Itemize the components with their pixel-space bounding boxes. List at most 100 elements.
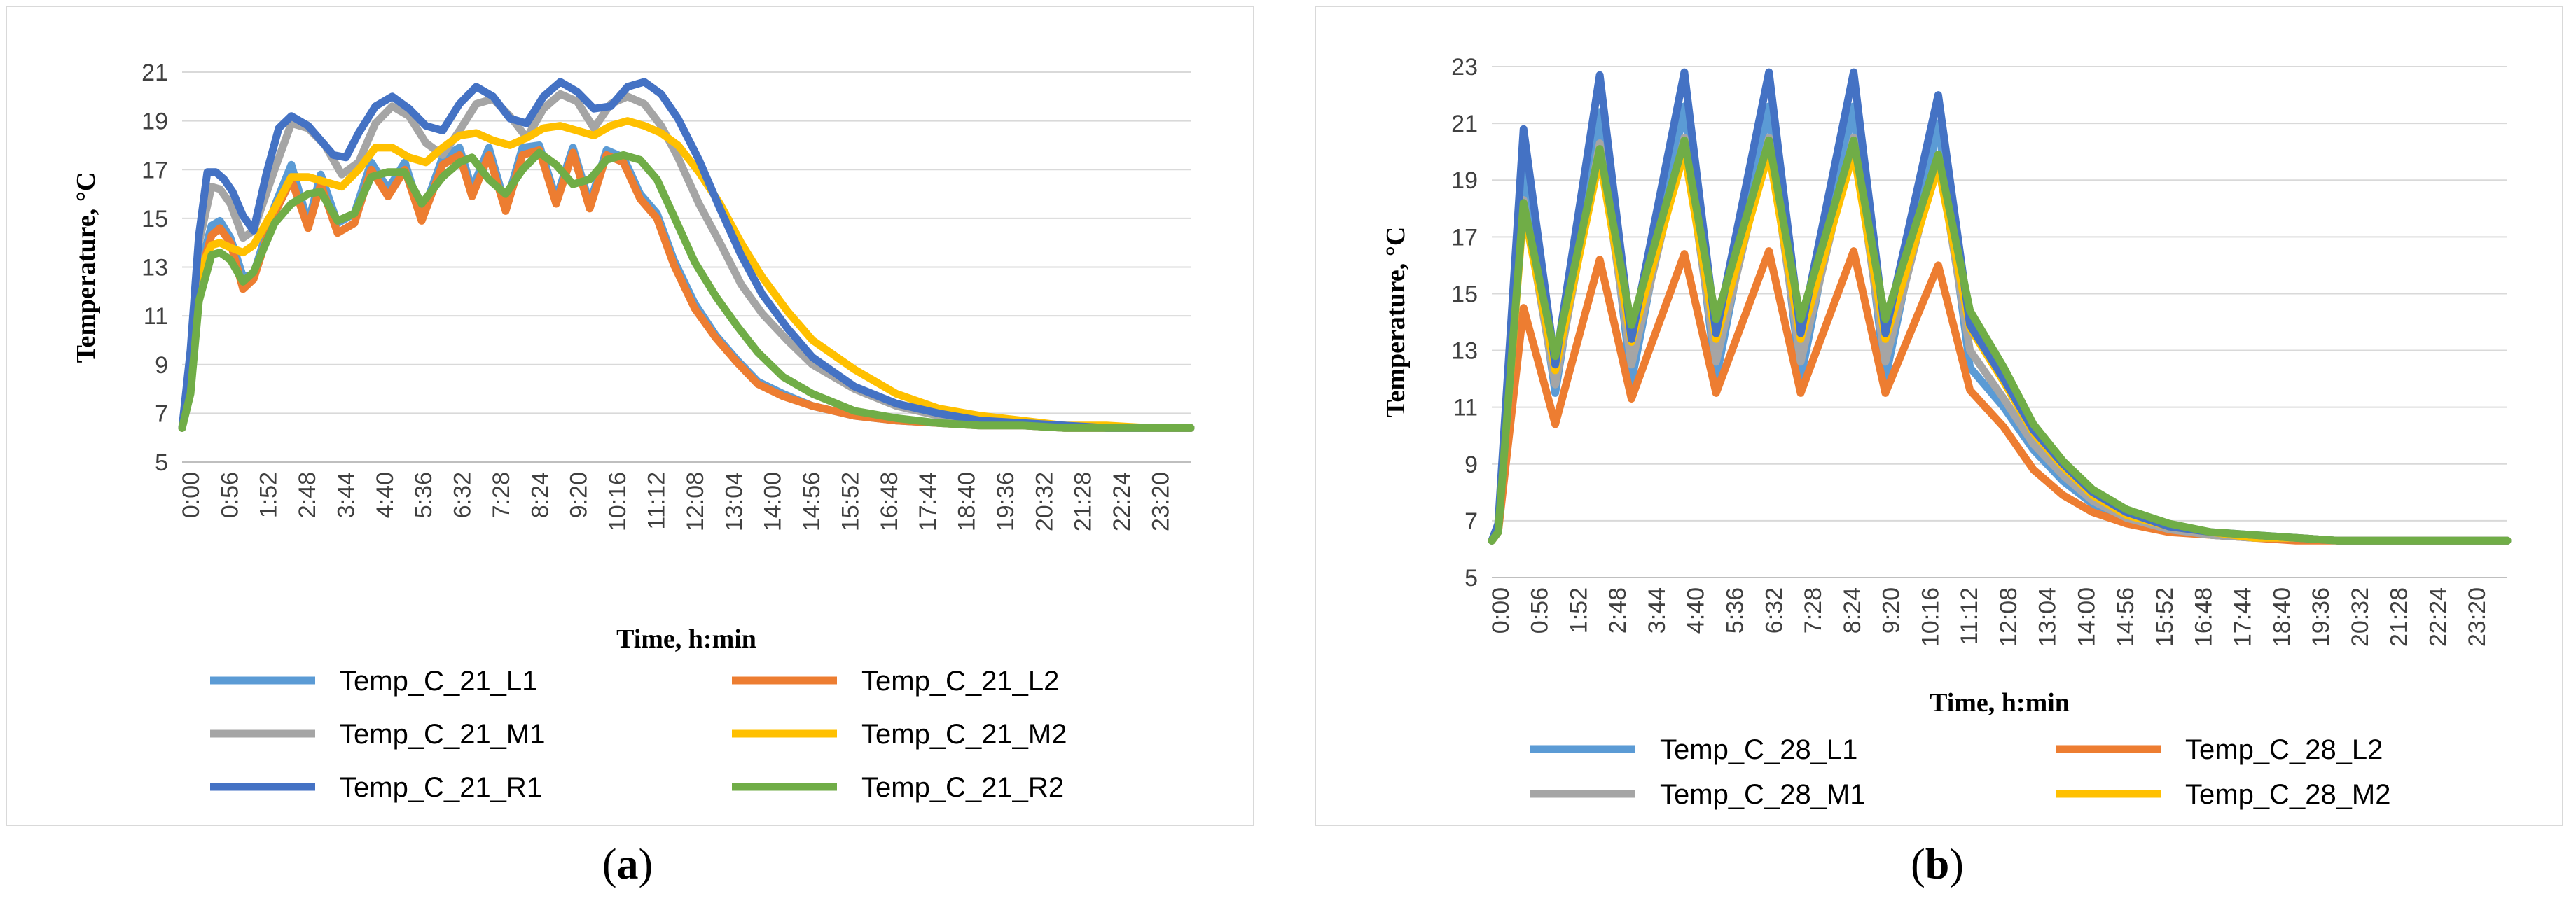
legend-label: Temp_C_21_M2: [861, 719, 1067, 750]
legend-entry: Temp_C_21_M2: [732, 719, 1067, 750]
x-tick-label: 17:44: [915, 472, 941, 531]
y-tick-label: 21: [1451, 111, 1478, 137]
y-tick-label: 7: [155, 400, 168, 427]
x-tick-label: 5:36: [410, 472, 437, 518]
x-tick-label: 13:04: [2035, 587, 2061, 647]
series-line-r2: [178, 148, 1195, 432]
y-tick-label: 15: [141, 206, 168, 232]
x-tick-label: 21:28: [1070, 472, 1097, 531]
y-tick-label: 7: [1464, 508, 1478, 535]
y-tick-label: 13: [141, 255, 168, 281]
x-tick-label: 0:56: [1527, 587, 1553, 634]
legend-entry: Temp_C_21_L1: [210, 666, 537, 697]
chart-b: 5 7 9 11 13 15 17 19 21 23 0:00 0:56 1:52 2:48 3:44 4:4…: [1381, 54, 2512, 810]
x-tick-label: 12:08: [682, 472, 709, 531]
x-tick-label: 14:00: [2073, 587, 2100, 647]
y-tick-label: 19: [141, 109, 168, 135]
y-tick-label: 5: [155, 449, 168, 476]
x-tick-label: 10:16: [1917, 587, 1944, 647]
x-tick-label: 21:28: [2386, 587, 2413, 647]
x-tick-label: 8:24: [1839, 587, 1866, 634]
x-tick-label: 16:48: [2191, 587, 2217, 647]
x-tick-label: 19:36: [992, 472, 1019, 531]
x-tick-label: 1:52: [1565, 587, 1592, 634]
x-tick-label: 0:00: [178, 472, 205, 518]
x-axis-title: Time, h:min: [616, 624, 756, 654]
legend-entry: Temp_C_21_R1: [210, 772, 542, 803]
legend-entry: Temp_C_28_M1: [1530, 779, 1866, 810]
x-tick-label: 20:32: [1031, 472, 1058, 531]
series-line-m2: [1488, 148, 2512, 545]
x-tick-label: 1:52: [256, 472, 282, 518]
x-tick-label: 6:32: [1761, 587, 1787, 634]
x-tick-label: 14:00: [760, 472, 787, 531]
legend-label: Temp_C_28_M1: [1660, 779, 1866, 810]
x-tick-label: 2:48: [294, 472, 321, 518]
x-axis-title: Time, h:min: [1930, 688, 2070, 718]
x-tick-label: 23:20: [1148, 472, 1175, 531]
legend-entry: Temp_C_28_L1: [1530, 734, 1857, 765]
x-tick-label: 0:00: [1488, 587, 1514, 634]
x-tick-label: 10:16: [604, 472, 631, 531]
chart-panel-a-frame: [6, 6, 1254, 826]
legend-entry: Temp_C_21_L2: [732, 666, 1059, 697]
x-tick-label: 5:36: [1722, 587, 1749, 634]
panel-label-a: (a): [602, 841, 653, 888]
chart-a: 5 7 9 11 13 15 17 19 21 0:00 0:56 1:52 2:48 3:44 4:40 5…: [71, 60, 1195, 803]
series-line-r1: [178, 78, 1195, 432]
y-tick-label: 13: [1451, 338, 1478, 365]
x-tick-label: 6:32: [450, 472, 476, 518]
y-tick-label: 15: [1451, 281, 1478, 307]
x-tick-label: 7:28: [1800, 587, 1827, 634]
x-tick-label: 0:56: [216, 472, 243, 518]
x-tick-label: 12:08: [1995, 587, 2022, 647]
x-tick-label: 22:24: [1109, 472, 1135, 531]
panel-label-b: (b): [1911, 841, 1964, 888]
y-tick-label: 9: [155, 352, 168, 379]
x-tick-label: 18:40: [2269, 587, 2295, 647]
x-tick-label: 7:28: [488, 472, 515, 518]
y-tick-label: 19: [1451, 167, 1478, 194]
y-tick-label: 11: [1453, 395, 1478, 421]
y-tick-label: 17: [141, 157, 168, 183]
legend-entry: Temp_C_28_M2: [2056, 779, 2391, 810]
x-tick-label: 18:40: [954, 472, 981, 531]
x-tick-label: 4:40: [372, 472, 399, 518]
x-tick-label: 8:24: [527, 472, 553, 518]
x-tick-label: 17:44: [2230, 587, 2257, 647]
x-tick-label: 19:36: [2308, 587, 2334, 647]
x-tick-label: 13:04: [721, 472, 747, 531]
y-tick-label: 23: [1451, 54, 1478, 81]
series-line-r2: [1488, 136, 2512, 545]
x-tick-label: 4:40: [1683, 587, 1710, 634]
legend-label: Temp_C_28_L2: [2185, 734, 2383, 765]
legend-entry: Temp_C_21_M1: [210, 719, 546, 750]
y-axis-title: Temperature, °C: [71, 172, 101, 363]
series-line-m1: [1488, 133, 2512, 545]
x-tick-label: 9:20: [1878, 587, 1905, 634]
y-tick-label: 9: [1464, 452, 1478, 478]
legend-label: Temp_C_21_L2: [861, 666, 1059, 697]
legend-label: Temp_C_21_R2: [861, 772, 1064, 803]
x-tick-label: 9:20: [566, 472, 593, 518]
y-tick-label: 11: [144, 303, 168, 330]
x-tick-label: 3:44: [1644, 587, 1670, 634]
y-tick-label: 5: [1464, 565, 1478, 592]
x-tick-label: 14:56: [798, 472, 825, 531]
x-tick-label: 20:32: [2347, 587, 2374, 647]
series-line-m1: [178, 90, 1195, 432]
x-tick-label: 22:24: [2425, 587, 2451, 647]
x-tick-label: 16:48: [876, 472, 903, 531]
x-tick-label: 15:52: [2152, 587, 2178, 647]
y-axis-title: Temperature, °C: [1381, 227, 1411, 418]
y-tick-label: 21: [141, 60, 168, 86]
x-tick-label: 11:12: [644, 472, 670, 530]
legend-label: Temp_C_21_R1: [340, 772, 542, 803]
legend-label: Temp_C_21_M1: [340, 719, 546, 750]
legend-label: Temp_C_28_M2: [2185, 779, 2391, 810]
x-tick-label: 2:48: [1605, 587, 1631, 634]
legend-label: Temp_C_28_L1: [1660, 734, 1857, 765]
series-line-l2: [178, 146, 1195, 432]
x-tick-label: 14:56: [2112, 587, 2139, 647]
